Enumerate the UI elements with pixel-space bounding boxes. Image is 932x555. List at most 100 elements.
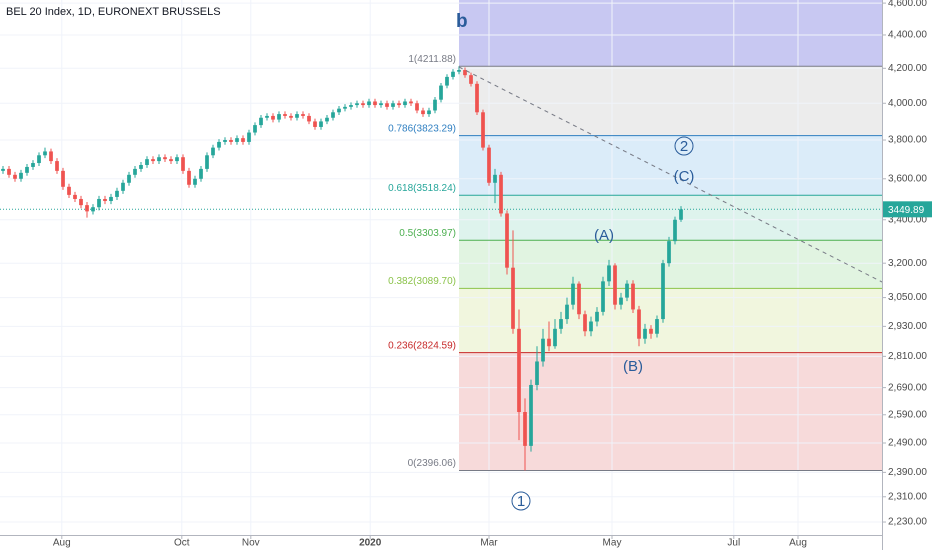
last-price: 3449.89 — [883, 201, 932, 218]
candle-body — [91, 207, 95, 212]
fib-label: 1(4211.88) — [408, 54, 456, 65]
candle-body — [283, 114, 287, 116]
x-tick-label: Aug — [789, 538, 807, 549]
fib-band — [459, 288, 882, 353]
candle-body — [193, 178, 197, 185]
candle-body — [49, 151, 53, 162]
grid — [0, 0, 882, 535]
candle-body — [661, 263, 665, 320]
candle-body — [109, 196, 113, 202]
candle-body — [37, 155, 41, 164]
x-tick-label: Oct — [174, 538, 190, 549]
candle-body — [601, 281, 605, 312]
wave-circle — [674, 136, 694, 156]
candle-body — [547, 338, 551, 347]
candle-body — [619, 297, 623, 305]
candle-body — [259, 117, 263, 126]
fib-band — [459, 352, 882, 471]
candle-body — [403, 101, 407, 106]
y-tick-label: 2,390.00 — [888, 467, 927, 478]
fib-band — [459, 66, 882, 136]
wave-label: (A) — [594, 227, 614, 244]
candle-body — [211, 147, 215, 156]
candle-body — [331, 112, 335, 118]
candle-body — [151, 159, 155, 162]
fib-band — [459, 195, 882, 241]
candle-body — [463, 70, 467, 76]
y-tick-label: 2,690.00 — [888, 382, 927, 393]
candle-body — [457, 70, 461, 72]
candle-body — [523, 412, 527, 446]
candle-body — [613, 265, 617, 305]
y-tick-label: 4,000.00 — [888, 98, 927, 109]
candle-body — [115, 190, 119, 197]
candle-body — [595, 311, 599, 322]
candle-body — [553, 328, 557, 347]
candle-body — [373, 101, 377, 106]
fib-band — [459, 135, 882, 196]
candle-body — [85, 205, 89, 212]
candle-body — [535, 361, 539, 385]
candle-body — [511, 267, 515, 329]
candle-body — [493, 174, 497, 183]
y-tick-label: 3,800.00 — [888, 135, 927, 146]
candle-body — [481, 112, 485, 148]
wave-label: 2 — [680, 138, 688, 155]
candle-body — [625, 283, 629, 298]
wave-label: (B) — [623, 358, 643, 375]
candle-body — [571, 283, 575, 305]
candle-body — [343, 106, 347, 109]
wave-label: (C) — [674, 168, 695, 185]
candle-body — [121, 182, 125, 191]
fib-label: 0.618(3518.24) — [388, 183, 456, 194]
candle-body — [97, 198, 101, 208]
candle-body — [139, 164, 143, 169]
candle-body — [397, 103, 401, 106]
y-tick-label: 4,400.00 — [888, 30, 927, 41]
candle-body — [301, 114, 305, 116]
candle-body — [199, 168, 203, 179]
x-tick-label: Nov — [242, 538, 260, 549]
candle-body — [577, 283, 581, 315]
candle-body — [103, 198, 107, 202]
wave-label: 1 — [517, 493, 525, 510]
candle-body — [175, 157, 179, 162]
candle-body — [379, 103, 383, 106]
y-tick-label: 4,200.00 — [888, 63, 927, 74]
candle-body — [265, 115, 269, 118]
candle-body — [61, 170, 65, 187]
x-tick-label: May — [603, 538, 622, 549]
y-tick-label: 3,050.00 — [888, 292, 927, 303]
y-axis-panel — [882, 0, 932, 550]
plot-background — [459, 0, 882, 471]
candle-body — [295, 114, 299, 118]
candle-body — [529, 384, 533, 446]
candle-body — [325, 117, 329, 122]
candle-body — [127, 174, 131, 183]
candle-body — [157, 157, 161, 162]
candle-body — [355, 103, 359, 106]
x-tick-label: Aug — [53, 538, 71, 549]
candle-body — [307, 115, 311, 122]
candle-body — [445, 76, 449, 86]
candle-body — [475, 83, 479, 113]
candle-body — [133, 168, 137, 175]
candle-body — [169, 159, 173, 162]
candle-body — [337, 108, 341, 113]
fib-label: 0.382(3089.70) — [388, 276, 456, 287]
candle-body — [607, 265, 611, 282]
fib-band — [459, 0, 882, 67]
y-tick-label: 2,810.00 — [888, 351, 927, 362]
candle-body — [589, 321, 593, 332]
candle-body — [439, 85, 443, 100]
candle-body — [427, 110, 431, 115]
candle-body — [13, 174, 17, 179]
y-tick-label: 2,590.00 — [888, 409, 927, 420]
candle-body — [649, 328, 653, 334]
wave-label: b — [456, 11, 468, 32]
fib-label: 0.5(3303.97) — [399, 228, 456, 239]
y-tick-label: 4,600.00 — [888, 0, 927, 9]
last-price-tag — [883, 201, 932, 218]
